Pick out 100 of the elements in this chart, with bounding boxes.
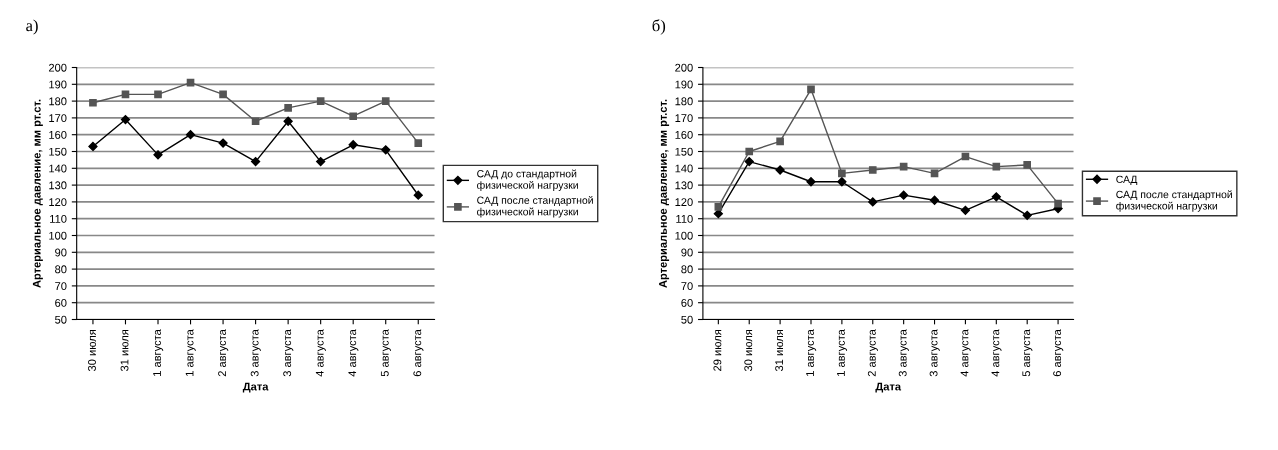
point (899, 190, 909, 200)
point (960, 205, 971, 215)
point (381, 97, 390, 105)
point (868, 166, 877, 174)
y-tick-label: 140 (49, 164, 67, 173)
point (218, 138, 228, 148)
point (316, 97, 325, 105)
point (991, 192, 1001, 202)
chart-title: а) (26, 19, 38, 35)
x-tick-label: 31 июля (120, 329, 129, 372)
y-axis-title: Артериальное давление, мм рт.ст. (32, 99, 43, 288)
x-tick-label: 1 августа (806, 329, 817, 376)
point (744, 156, 754, 167)
point (251, 117, 260, 126)
point (413, 190, 423, 200)
x-tick-label: 1 августа (185, 329, 196, 376)
x-tick-label: 29 июля (713, 329, 722, 371)
y-tick-label: 50 (681, 315, 693, 324)
x-tick-label: 1 августа (153, 329, 164, 376)
y-tick-label: 160 (675, 130, 693, 139)
y-tick-label: 100 (49, 231, 67, 240)
x-tick-label: 5 августа (380, 329, 391, 377)
y-tick-label: 130 (675, 181, 693, 190)
y-tick-label: 110 (50, 214, 67, 223)
x-tick-label: 4 августа (991, 329, 1002, 377)
point (745, 147, 754, 156)
y-tick-label: 90 (55, 248, 67, 257)
y-tick-label: 160 (49, 130, 67, 139)
y-tick-label: 80 (681, 265, 693, 274)
point (1022, 210, 1032, 220)
point (868, 197, 878, 207)
point (838, 169, 846, 178)
y-tick-label: 90 (681, 248, 693, 257)
y-tick-label: 120 (675, 198, 693, 207)
point (806, 177, 816, 187)
point (807, 85, 815, 94)
y-tick-label: 150 (675, 147, 693, 156)
y-tick-label: 170 (675, 114, 693, 123)
y-tick-label: 60 (55, 298, 67, 307)
x-tick-label: 30 июля (744, 329, 753, 372)
y-tick-label: 110 (676, 214, 693, 223)
point (185, 130, 196, 140)
legend-label: САД после стандартной физической нагрузки (1116, 190, 1232, 212)
y-tick-label: 140 (675, 164, 693, 173)
point (776, 137, 784, 146)
y-tick-label: 180 (675, 97, 693, 106)
point (283, 116, 293, 126)
point (775, 165, 785, 175)
x-tick-label: 30 июля (88, 329, 96, 372)
x-tick-label: 4 августа (960, 329, 971, 377)
point (992, 162, 1001, 171)
point (837, 177, 847, 187)
legend-label: САД (1116, 175, 1138, 185)
y-tick-label: 60 (681, 298, 693, 307)
point (284, 104, 292, 112)
point (929, 195, 940, 205)
x-tick-label: 2 августа (218, 329, 229, 377)
y-tick-label: 180 (49, 97, 67, 106)
y-tick-label: 120 (49, 198, 67, 207)
x-tick-label: 3 августа (283, 329, 294, 377)
y-tick-label: 190 (49, 80, 67, 89)
point (1054, 199, 1062, 208)
point (414, 139, 423, 147)
point (88, 141, 98, 152)
y-tick-label: 150 (49, 147, 67, 156)
point (348, 140, 358, 150)
x-axis-title: Дата (875, 382, 902, 393)
point (714, 203, 723, 211)
y-tick-label: 130 (49, 181, 67, 190)
point (349, 112, 358, 121)
y-axis-title: Артериальное давление, мм рт.ст. (659, 99, 670, 288)
legend-label: САД после стандартной физической нагрузки (477, 196, 593, 218)
x-tick-label: 4 августа (348, 329, 359, 377)
y-tick-label: 170 (49, 114, 67, 123)
x-tick-label: 1 августа (837, 329, 848, 376)
y-tick-label: 200 (675, 63, 693, 72)
y-tick-label: 200 (48, 63, 67, 72)
x-axis-title: Дата (242, 382, 269, 393)
point (1023, 161, 1032, 169)
point (89, 98, 97, 107)
y-tick-label: 50 (55, 315, 67, 324)
point (154, 90, 162, 99)
x-tick-label: 5 августа (1022, 329, 1033, 377)
x-tick-label: 6 августа (413, 329, 424, 377)
legend-label: САД до стандартной физической нагрузки (477, 169, 578, 191)
point (250, 156, 261, 167)
point (381, 145, 391, 155)
y-tick-label: 70 (55, 282, 67, 291)
x-tick-label: 6 августа (1053, 329, 1064, 377)
point (153, 150, 163, 160)
x-tick-label: 31 июля (775, 329, 784, 372)
y-tick-label: 70 (681, 282, 693, 291)
y-tick-label: 100 (675, 231, 693, 240)
x-tick-label: 3 августа (929, 329, 940, 377)
x-tick-label: 3 августа (250, 329, 261, 377)
y-tick-label: 80 (55, 265, 67, 274)
x-tick-label: 3 августа (898, 329, 909, 377)
y-tick-label: 190 (675, 80, 693, 89)
x-tick-label: 4 августа (315, 329, 326, 377)
point (316, 156, 326, 167)
